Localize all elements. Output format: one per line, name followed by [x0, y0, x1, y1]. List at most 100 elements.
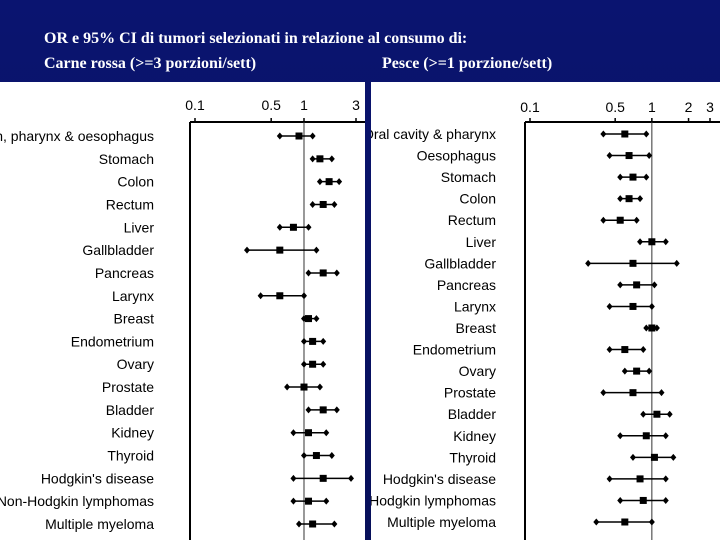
category-label: Multiple myeloma	[387, 514, 496, 530]
odds-ratio-point	[312, 452, 320, 460]
odds-ratio-point	[319, 406, 327, 414]
ci-upper-marker	[333, 269, 340, 277]
ci-upper-marker	[336, 178, 343, 186]
x-tick-label: 1	[300, 97, 308, 113]
ci-upper-marker	[648, 302, 655, 310]
ci-lower-marker	[600, 130, 607, 138]
ci-lower-marker	[305, 406, 312, 414]
ci-upper-marker	[305, 223, 312, 231]
x-tick-label: 0.5	[605, 99, 625, 115]
ci-upper-marker	[640, 346, 647, 354]
ci-upper-marker	[328, 452, 335, 460]
odds-ratio-point	[305, 497, 313, 505]
ci-upper-marker	[637, 195, 644, 203]
category-label: Larynx	[112, 288, 154, 304]
category-label: Prostate	[444, 385, 496, 401]
category-label: Thyroid	[449, 449, 496, 465]
category-label: Kidney	[111, 425, 154, 441]
category-label: Rectum	[448, 212, 496, 228]
ci-upper-marker	[316, 383, 323, 391]
ci-lower-marker	[257, 292, 264, 300]
ci-upper-marker	[331, 520, 338, 528]
ci-upper-marker	[658, 389, 665, 397]
odds-ratio-point	[648, 324, 656, 332]
odds-ratio-point	[625, 152, 633, 160]
category-label: Oral cavity & pharynx	[371, 126, 496, 142]
category-label: Kidney	[453, 428, 496, 444]
ci-lower-marker	[244, 246, 251, 254]
ci-upper-marker	[331, 200, 338, 208]
ci-lower-marker	[296, 520, 303, 528]
ci-upper-marker	[300, 292, 307, 300]
x-tick-label: 0.5	[261, 97, 281, 113]
slide-subtitle-row: Carne rossa (>=3 porzioni/sett) Pesce (>…	[44, 55, 552, 73]
x-tick-label: 1	[648, 99, 656, 115]
odds-ratio-point	[616, 216, 624, 224]
odds-ratio-point	[319, 474, 327, 482]
odds-ratio-point	[300, 383, 308, 391]
ci-lower-marker	[276, 223, 283, 231]
ci-upper-marker	[313, 246, 320, 254]
category-label: Liver	[466, 234, 497, 250]
category-label: Gallbladder	[424, 255, 496, 271]
odds-ratio-point	[621, 346, 629, 354]
ci-upper-marker	[662, 496, 669, 504]
odds-ratio-point	[629, 389, 637, 397]
odds-ratio-point	[319, 200, 327, 208]
ci-upper-marker	[653, 324, 660, 332]
ci-upper-marker	[633, 216, 640, 224]
ci-lower-marker	[593, 518, 600, 526]
ci-lower-marker	[643, 324, 650, 332]
odds-ratio-point	[305, 429, 313, 437]
odds-ratio-point	[633, 367, 641, 375]
odds-ratio-point	[636, 475, 644, 483]
ci-lower-marker	[606, 302, 613, 310]
ci-upper-marker	[673, 259, 680, 267]
category-label: Pancreas	[437, 277, 496, 293]
odds-ratio-point	[319, 269, 327, 277]
ci-lower-marker	[617, 173, 624, 181]
ci-lower-marker	[621, 367, 628, 375]
odds-ratio-point	[621, 518, 629, 526]
ci-upper-marker	[666, 410, 673, 418]
x-tick-label: 0.1	[185, 97, 205, 113]
category-label: Endometrium	[413, 342, 496, 358]
fish-forest-svg: 0.1 0.5 1 2 3 Oral cavity & pharynx Oesophagus…	[371, 99, 720, 540]
ci-lower-marker	[600, 389, 607, 397]
odds-ratio-point	[309, 337, 317, 345]
odds-ratio-point	[289, 223, 297, 231]
ci-lower-marker	[629, 453, 636, 461]
ci-lower-marker	[637, 238, 644, 246]
ci-upper-marker	[648, 518, 655, 526]
odds-ratio-point	[633, 281, 641, 289]
ci-upper-marker	[333, 406, 340, 414]
odds-ratio-point	[276, 246, 284, 254]
category-label: Breast	[114, 311, 155, 327]
ci-upper-marker	[662, 432, 669, 440]
ci-upper-marker	[320, 337, 327, 345]
category-label: Breast	[456, 320, 497, 336]
x-tick-label: 2	[685, 99, 693, 115]
ci-upper-marker	[662, 238, 669, 246]
red-meat-forest-plot: 0.1 0.5 1 3 Mouth, pharynx & oesophagus Stoma…	[0, 82, 365, 540]
ci-lower-marker	[617, 281, 624, 289]
ci-upper-marker	[651, 281, 658, 289]
ci-lower-marker	[305, 269, 312, 277]
ci-lower-marker	[600, 216, 607, 224]
ci-lower-marker	[300, 337, 307, 345]
ci-upper-marker	[323, 497, 330, 505]
odds-ratio-point	[629, 173, 637, 181]
ci-lower-marker	[606, 346, 613, 354]
category-label: Bladder	[106, 402, 155, 418]
ci-upper-marker	[670, 453, 677, 461]
category-label: Ovary	[459, 363, 496, 379]
ci-upper-marker	[328, 155, 335, 163]
odds-ratio-point	[650, 453, 658, 461]
x-tick-label: 3	[352, 97, 360, 113]
category-label: Liver	[124, 219, 155, 235]
ci-lower-marker	[640, 410, 647, 418]
ci-upper-marker	[320, 360, 327, 368]
category-label: Non-Hodgkin lymphomas	[0, 493, 154, 509]
ci-lower-marker	[617, 496, 624, 504]
odds-ratio-point	[276, 292, 284, 300]
